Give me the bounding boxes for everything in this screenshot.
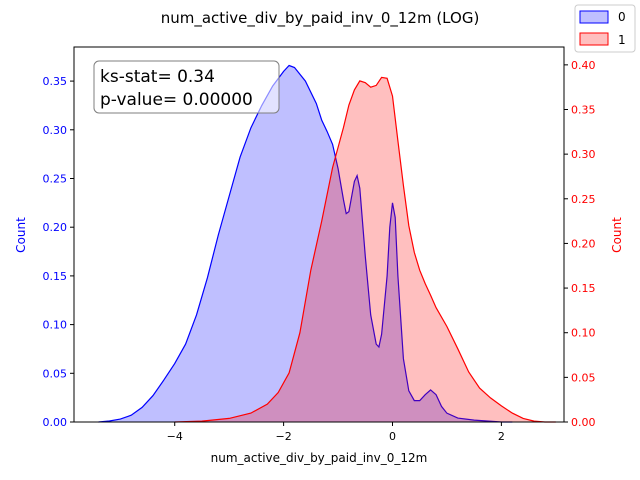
x-tick-label: 0 [389, 430, 396, 443]
plot-area [98, 64, 556, 423]
x-tick-label: −4 [167, 430, 183, 443]
y-tick-label-left: 0.10 [43, 319, 68, 332]
stats-annotation: ks-stat= 0.34 p-value= 0.00000 [93, 60, 280, 114]
y-tick-label-left: 0.30 [43, 124, 68, 137]
plot-frame [73, 46, 565, 423]
series-0-area [98, 65, 513, 422]
ks-stat-text: ks-stat= 0.34 [100, 67, 215, 87]
y-tick-label-right: 0.40 [571, 59, 596, 72]
y-tick-label-right: 0.05 [571, 371, 596, 384]
y-tick-label-right: 0.00 [571, 416, 596, 429]
y-tick-label-left: 0.00 [43, 416, 68, 429]
series-1-line [174, 76, 556, 423]
y-axis-label-right: Count [610, 217, 624, 253]
p-value-text: p-value= 0.00000 [100, 90, 253, 110]
y-tick-label-left: 0.20 [43, 221, 68, 234]
x-axis-label: num_active_div_by_paid_inv_0_12m [211, 451, 428, 465]
stats-annotation-box [93, 60, 280, 114]
legend: 0 1 [574, 4, 636, 53]
y-tick-label-right: 0.10 [571, 327, 596, 340]
x-tick-label: −2 [276, 430, 292, 443]
y-tick-label-left: 0.05 [43, 367, 68, 380]
series-1-area [174, 77, 556, 423]
series-0-line [98, 64, 513, 423]
y-tick-label-right: 0.30 [571, 148, 596, 161]
y-tick-label-right: 0.35 [571, 104, 596, 117]
legend-swatch-1 [579, 32, 609, 46]
chart-title: num_active_div_by_paid_inv_0_12m (LOG) [161, 9, 480, 28]
legend-label-1: 1 [618, 33, 626, 47]
y-tick-label-left: 0.15 [43, 270, 68, 283]
x-tick-label: 2 [498, 430, 505, 443]
axes: −4 −2 0 2 0.00 0.05 0.10 0.15 0.20 0.25 0.30 0.35 0.… [43, 59, 596, 443]
legend-box [574, 4, 636, 53]
y-axis-label-left: Count [14, 217, 28, 253]
legend-swatch-0 [579, 10, 609, 24]
y-tick-label-right: 0.15 [571, 282, 596, 295]
legend-label-0: 0 [618, 10, 626, 24]
y-tick-label-left: 0.25 [43, 172, 68, 185]
y-tick-label-left: 0.35 [43, 75, 68, 88]
y-tick-label-right: 0.20 [571, 237, 596, 250]
y-tick-label-right: 0.25 [571, 193, 596, 206]
